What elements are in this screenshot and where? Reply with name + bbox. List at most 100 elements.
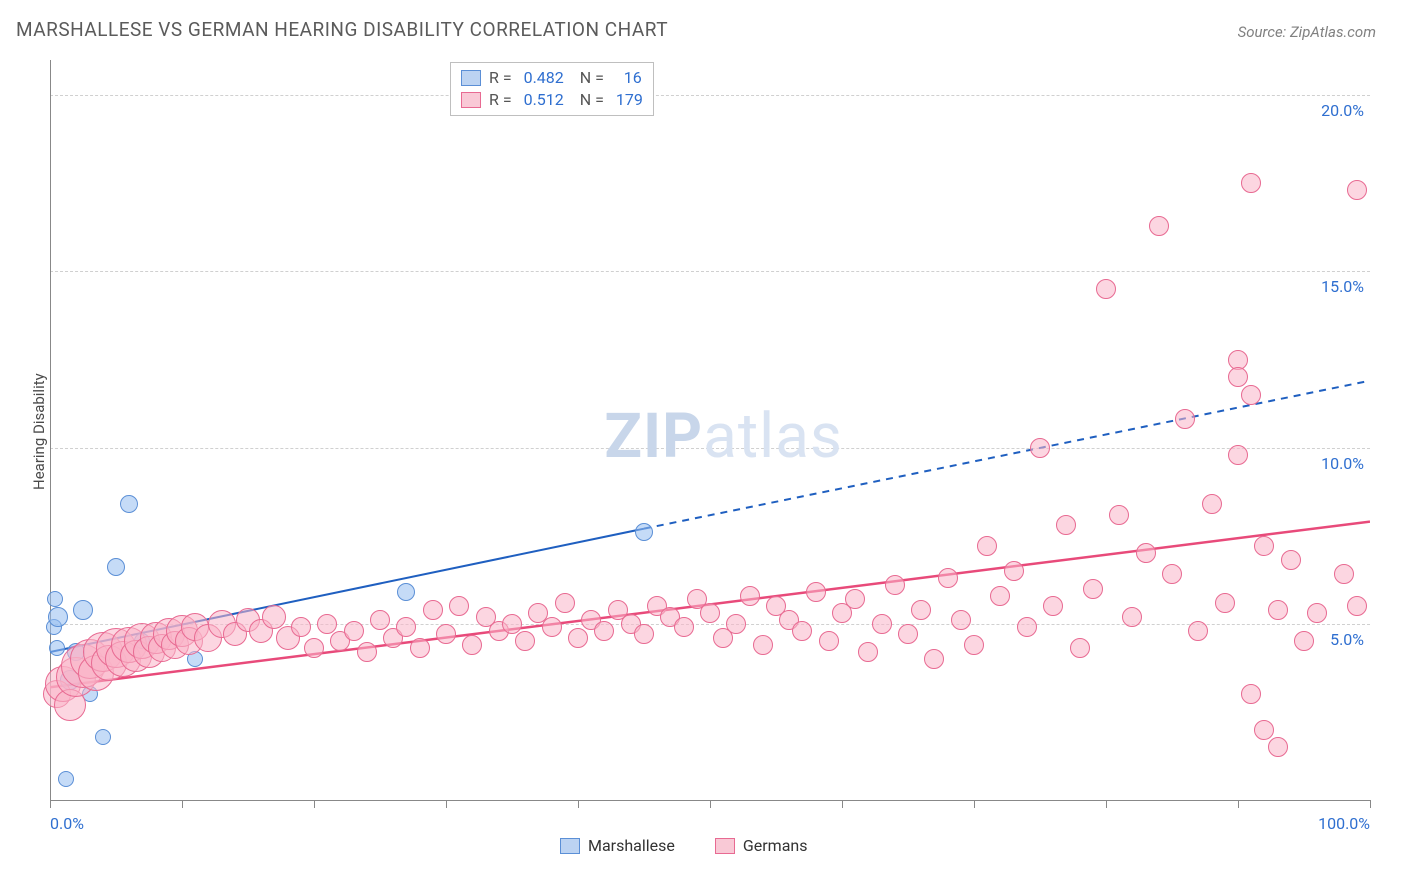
series-legend: MarshalleseGermans xyxy=(560,836,808,855)
data-point xyxy=(594,621,614,641)
data-point xyxy=(964,635,984,655)
data-point xyxy=(1347,596,1367,616)
data-point xyxy=(1122,607,1142,627)
data-point xyxy=(872,614,892,634)
data-point xyxy=(1043,596,1063,616)
data-point xyxy=(1228,367,1248,387)
data-point xyxy=(49,640,65,656)
grid-line xyxy=(50,271,1370,272)
data-point xyxy=(515,631,535,651)
data-point xyxy=(344,621,364,641)
data-point xyxy=(1254,720,1274,740)
legend-label: Marshallese xyxy=(588,836,675,855)
data-point xyxy=(1030,438,1050,458)
data-point xyxy=(317,614,337,634)
legend-item: Marshallese xyxy=(560,836,675,855)
data-point xyxy=(1334,564,1354,584)
data-point xyxy=(502,614,522,634)
data-point xyxy=(1228,445,1248,465)
x-tick xyxy=(182,800,183,808)
x-tick xyxy=(710,800,711,808)
data-point xyxy=(568,628,588,648)
y-tick-label: 15.0% xyxy=(1321,277,1364,296)
data-point xyxy=(1149,216,1169,236)
data-point xyxy=(740,586,760,606)
grid-line xyxy=(50,448,1370,449)
data-point xyxy=(262,605,286,629)
legend-swatch xyxy=(715,838,735,854)
data-point xyxy=(990,586,1010,606)
data-point xyxy=(95,729,111,745)
data-point xyxy=(1109,505,1129,525)
data-point xyxy=(1056,515,1076,535)
data-point xyxy=(1281,550,1301,570)
data-point xyxy=(1347,180,1367,200)
trend-lines xyxy=(50,60,1370,800)
data-point xyxy=(1188,621,1208,641)
data-point xyxy=(555,593,575,613)
data-point xyxy=(1215,593,1235,613)
data-point xyxy=(73,600,93,620)
data-point xyxy=(674,617,694,637)
data-point xyxy=(700,603,720,623)
x-tick xyxy=(446,800,447,808)
y-axis-title: Hearing Disability xyxy=(30,373,48,490)
data-point xyxy=(898,624,918,644)
data-point xyxy=(806,582,826,602)
x-tick-label: 0.0% xyxy=(50,814,84,833)
data-point xyxy=(1268,737,1288,757)
data-point xyxy=(1162,564,1182,584)
data-point xyxy=(370,610,390,630)
data-point xyxy=(726,614,746,634)
data-point xyxy=(634,624,654,644)
data-point xyxy=(911,600,931,620)
legend-row: R = 0.512 N = 179 xyxy=(461,89,643,111)
data-point xyxy=(357,642,377,662)
data-point xyxy=(845,589,865,609)
data-point xyxy=(1241,173,1261,193)
data-point xyxy=(423,600,443,620)
data-point xyxy=(1017,617,1037,637)
data-point xyxy=(1175,409,1195,429)
legend-row: R = 0.482 N = 16 xyxy=(461,67,643,89)
data-point xyxy=(1202,494,1222,514)
data-point xyxy=(858,642,878,662)
chart-title: MARSHALLESE VS GERMAN HEARING DISABILITY… xyxy=(16,18,668,41)
x-tick-label: 100.0% xyxy=(1318,814,1370,833)
data-point xyxy=(48,607,68,627)
x-tick xyxy=(1370,800,1371,808)
y-tick-label: 20.0% xyxy=(1321,101,1364,120)
x-tick xyxy=(974,800,975,808)
correlation-legend: R = 0.482 N = 16R = 0.512 N = 179 xyxy=(450,62,654,116)
y-tick-label: 5.0% xyxy=(1330,630,1364,649)
data-point xyxy=(1136,543,1156,563)
data-point xyxy=(885,575,905,595)
x-tick xyxy=(842,800,843,808)
data-point xyxy=(436,624,456,644)
data-point xyxy=(1241,385,1261,405)
data-point xyxy=(291,617,311,637)
data-point xyxy=(951,610,971,630)
x-tick xyxy=(578,800,579,808)
data-point xyxy=(924,649,944,669)
data-point xyxy=(753,635,773,655)
data-point xyxy=(1307,603,1327,623)
data-point xyxy=(449,596,469,616)
data-point xyxy=(47,591,63,607)
y-tick-label: 10.0% xyxy=(1321,454,1364,473)
data-point xyxy=(792,621,812,641)
data-point xyxy=(1004,561,1024,581)
legend-swatch xyxy=(461,70,481,86)
data-point xyxy=(462,635,482,655)
data-point xyxy=(977,536,997,556)
source-attribution: Source: ZipAtlas.com xyxy=(1238,23,1376,41)
legend-swatch xyxy=(560,838,580,854)
data-point xyxy=(396,617,416,637)
x-tick xyxy=(1238,800,1239,808)
legend-swatch xyxy=(461,92,481,108)
data-point xyxy=(1254,536,1274,556)
scatter-plot-area: 5.0%10.0%15.0%20.0%0.0%100.0% xyxy=(50,60,1370,800)
data-point xyxy=(1294,631,1314,651)
data-point xyxy=(1070,638,1090,658)
x-tick xyxy=(314,800,315,808)
